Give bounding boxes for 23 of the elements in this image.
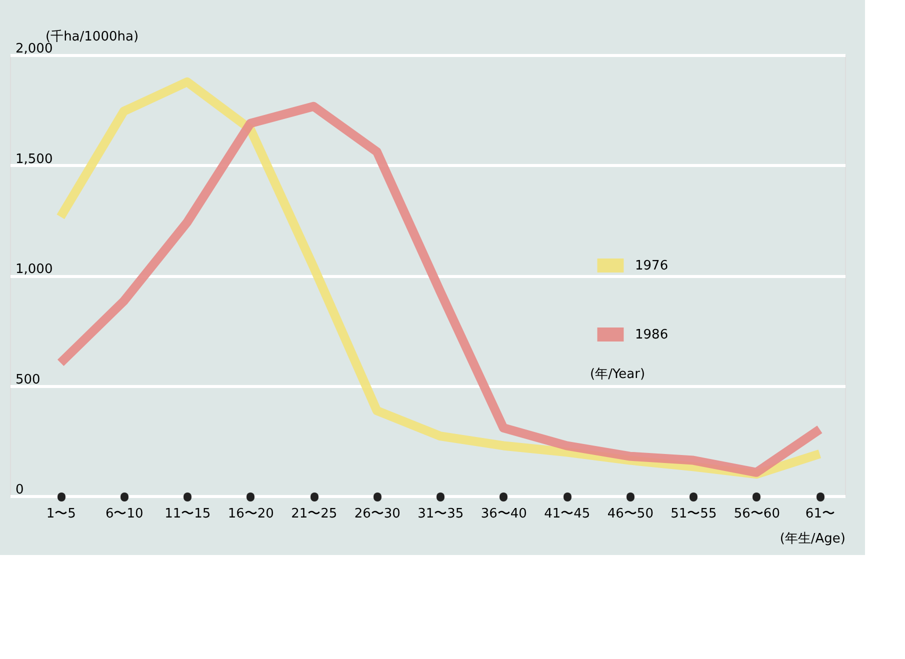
y-tick-label: 0 (16, 482, 24, 498)
legend-label: 1976 (635, 258, 668, 274)
x-tick-label: 16〜20 (228, 506, 274, 522)
y-tick-label: 1,500 (16, 152, 53, 167)
x-tick-label: 51〜55 (670, 506, 717, 522)
x-tick-label: 36〜40 (480, 506, 527, 522)
y-axis-title: (千ha/1000ha) (46, 30, 139, 44)
x-tick-label: 56〜60 (734, 506, 780, 522)
y-tick-label: 1,000 (16, 262, 53, 277)
x-tick-label: 6〜10 (105, 506, 144, 522)
x-tick-label: 31〜35 (418, 506, 464, 522)
x-tick-label: 21〜25 (291, 506, 338, 522)
y-tick-label: 500 (16, 372, 40, 388)
y-tick-label: 2,000 (16, 42, 53, 56)
x-tick-label: 1〜5 (46, 506, 76, 522)
x-tick-label: 26〜30 (354, 506, 400, 522)
x-tick-label: 61〜 (805, 506, 835, 522)
legend-label: 1986 (635, 328, 668, 342)
x-axis-title: (年生/Age) (780, 532, 846, 546)
x-tick-label: 46〜50 (607, 506, 654, 522)
legend-title: (年/Year) (590, 367, 646, 382)
x-tick-label: 11〜15 (164, 506, 211, 522)
x-tick-label: 41〜45 (544, 506, 590, 522)
